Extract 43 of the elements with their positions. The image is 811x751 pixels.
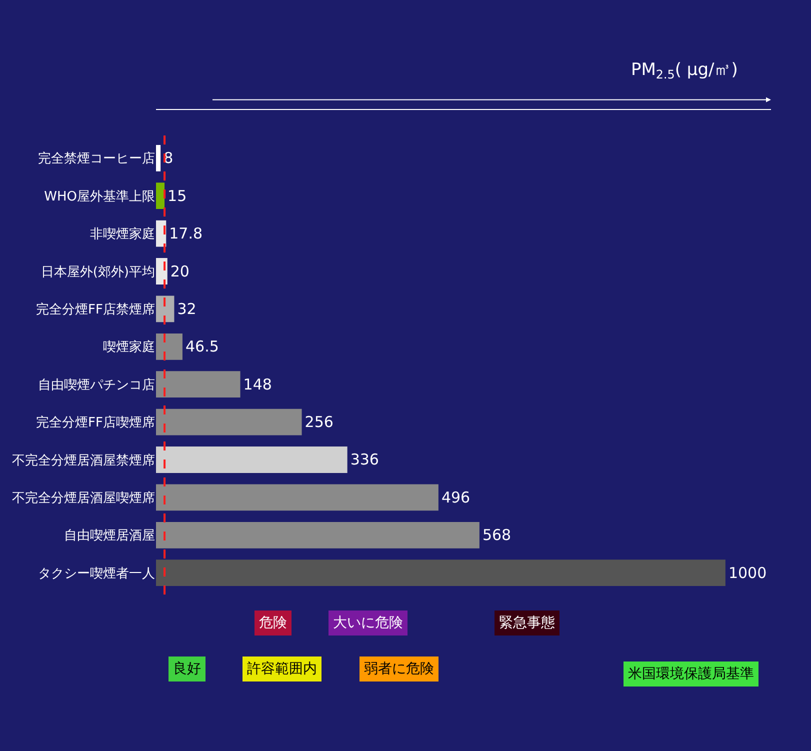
bar [156,296,174,322]
bar [156,560,726,586]
data-label: 20 [170,262,190,280]
bar [156,144,161,172]
y-tick-label: 喫煙家庭 [103,339,155,356]
bar [156,408,302,436]
y-tick-label: 完全分煙FF店禁煙席 [36,302,155,318]
y-tick-label: 自由喫煙居酒屋 [64,528,155,544]
bar [156,220,166,247]
bar [156,182,165,210]
data-label: 496 [441,488,470,506]
data-label: 17.8 [169,224,203,243]
bar [156,258,168,284]
data-label: 256 [304,413,334,432]
y-tick-label: 非喫煙家庭 [90,226,155,242]
y-tick-label: タクシー喫煙者一人 [38,566,155,582]
y-tick-label: 不完全分煙居酒屋禁煙席 [12,452,155,468]
data-label: 15 [168,186,187,205]
y-tick-label: WHO屋外基準上限 [44,189,155,204]
bar [156,371,240,398]
data-label: 336 [350,450,379,469]
bar [156,446,348,473]
text: 良好 [173,661,201,677]
text: 緊急事態 [499,615,555,631]
text: 米国環境保護局基準 [628,666,754,682]
y-tick-label: 日本屋外(郊外)平均 [40,264,155,280]
bar [156,333,182,360]
x-axis-title: PM$_{2.5}$( μg/㎥) [631,60,738,82]
data-label: 46.5 [185,338,219,356]
data-label: 32 [177,300,196,318]
text: 弱者に危険 [364,661,434,677]
data-label: 148 [243,375,272,394]
text: 許容範囲内 [247,661,317,677]
bar [156,522,480,548]
text: 大いに危険 [333,615,403,631]
data-label: 568 [482,526,512,544]
y-tick-label: 自由喫煙パチンコ店 [38,376,155,393]
y-tick-label: 完全禁煙コーヒー店 [38,150,155,167]
text: 危険 [259,615,287,631]
data-label: 1000 [728,564,767,582]
y-tick-label: 不完全分煙居酒屋喫煙席 [12,490,155,506]
bar [156,484,438,511]
y-tick-label: 完全分煙FF店喫煙席 [36,414,155,431]
